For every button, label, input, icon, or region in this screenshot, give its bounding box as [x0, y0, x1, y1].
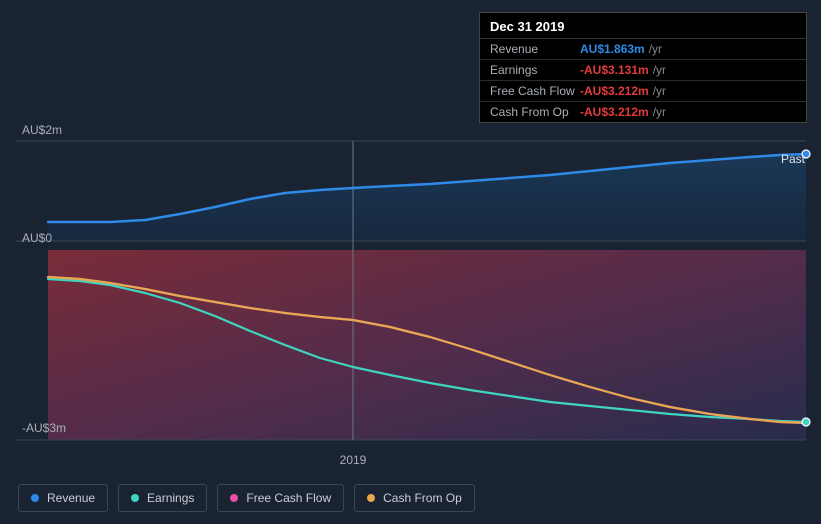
y-axis-tick-label: AU$2m	[22, 123, 62, 137]
legend-label: Earnings	[147, 491, 194, 505]
tooltip-unit: /yr	[649, 42, 662, 56]
legend: Revenue Earnings Free Cash Flow Cash From O…	[18, 484, 475, 512]
tooltip-row: Free Cash Flow-AU$3.212m/yr	[480, 81, 806, 102]
tooltip-row: Cash From Op-AU$3.212m/yr	[480, 102, 806, 122]
y-axis-tick-label: AU$0	[22, 231, 52, 245]
legend-label: Cash From Op	[383, 491, 462, 505]
tooltip-metric-label: Cash From Op	[490, 105, 580, 119]
tooltip-metric-value: -AU$3.212m	[580, 84, 649, 98]
tooltip-date: Dec 31 2019	[480, 13, 806, 39]
legend-dot-icon	[131, 494, 139, 502]
tooltip-metric-label: Earnings	[490, 63, 580, 77]
tooltip-metric-label: Revenue	[490, 42, 580, 56]
tooltip-metric-value: -AU$3.131m	[580, 63, 649, 77]
tooltip-row: Earnings-AU$3.131m/yr	[480, 60, 806, 81]
legend-item[interactable]: Free Cash Flow	[217, 484, 344, 512]
legend-dot-icon	[367, 494, 375, 502]
legend-dot-icon	[230, 494, 238, 502]
legend-label: Revenue	[47, 491, 95, 505]
tooltip-metric-label: Free Cash Flow	[490, 84, 580, 98]
tooltip-row: RevenueAU$1.863m/yr	[480, 39, 806, 60]
legend-item[interactable]: Earnings	[118, 484, 207, 512]
tooltip-metric-value: AU$1.863m	[580, 42, 645, 56]
y-axis-tick-label: -AU$3m	[22, 421, 66, 435]
legend-dot-icon	[31, 494, 39, 502]
tooltip-unit: /yr	[653, 84, 666, 98]
tooltip-unit: /yr	[653, 105, 666, 119]
tooltip-metric-value: -AU$3.212m	[580, 105, 649, 119]
past-label: Past	[781, 152, 805, 166]
legend-label: Free Cash Flow	[246, 491, 331, 505]
legend-item[interactable]: Revenue	[18, 484, 108, 512]
legend-item[interactable]: Cash From Op	[354, 484, 475, 512]
hover-tooltip: Dec 31 2019 RevenueAU$1.863m/yrEarnings-…	[479, 12, 807, 123]
x-axis-tick-label: 2019	[340, 453, 367, 467]
tooltip-unit: /yr	[653, 63, 666, 77]
